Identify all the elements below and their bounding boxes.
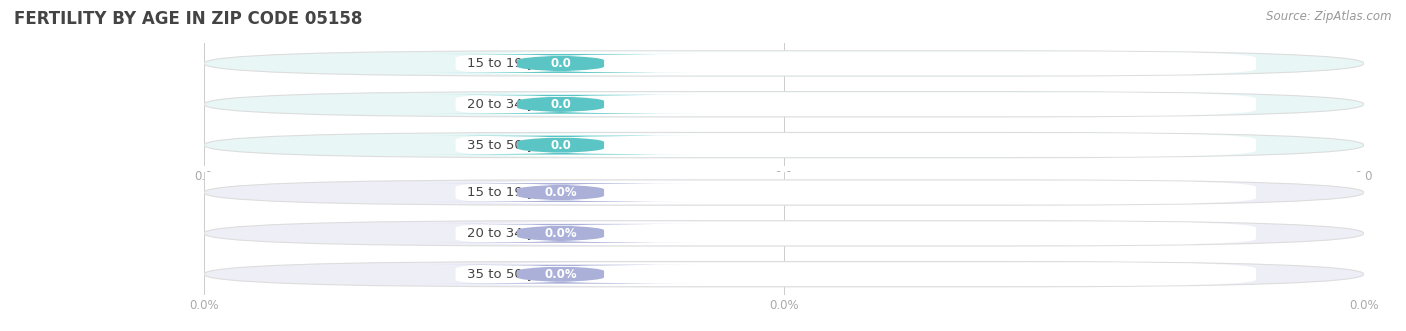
FancyBboxPatch shape <box>420 136 700 155</box>
FancyBboxPatch shape <box>204 180 1364 205</box>
Text: 20 to 34 years: 20 to 34 years <box>467 98 564 111</box>
Text: 35 to 50 years: 35 to 50 years <box>467 139 564 152</box>
FancyBboxPatch shape <box>456 92 1256 116</box>
FancyBboxPatch shape <box>420 183 700 202</box>
Text: 0.0%: 0.0% <box>544 186 576 199</box>
Text: FERTILITY BY AGE IN ZIP CODE 05158: FERTILITY BY AGE IN ZIP CODE 05158 <box>14 10 363 28</box>
Text: 0.0%: 0.0% <box>544 268 576 281</box>
FancyBboxPatch shape <box>420 95 700 114</box>
FancyBboxPatch shape <box>456 221 1256 245</box>
FancyBboxPatch shape <box>420 265 700 284</box>
FancyBboxPatch shape <box>204 132 1364 158</box>
Text: 15 to 19 years: 15 to 19 years <box>467 186 564 199</box>
Text: 0.0%: 0.0% <box>544 227 576 240</box>
Text: Source: ZipAtlas.com: Source: ZipAtlas.com <box>1267 10 1392 23</box>
FancyBboxPatch shape <box>204 92 1364 117</box>
Text: 0.0: 0.0 <box>550 139 571 152</box>
Text: 0.0: 0.0 <box>550 57 571 70</box>
FancyBboxPatch shape <box>456 133 1256 157</box>
Text: 35 to 50 years: 35 to 50 years <box>467 268 564 281</box>
FancyBboxPatch shape <box>456 181 1256 204</box>
Text: 20 to 34 years: 20 to 34 years <box>467 227 564 240</box>
Text: 0.0: 0.0 <box>550 98 571 111</box>
Text: 15 to 19 years: 15 to 19 years <box>467 57 564 70</box>
FancyBboxPatch shape <box>420 224 700 243</box>
FancyBboxPatch shape <box>204 261 1364 287</box>
FancyBboxPatch shape <box>456 262 1256 286</box>
FancyBboxPatch shape <box>204 221 1364 246</box>
FancyBboxPatch shape <box>204 51 1364 76</box>
FancyBboxPatch shape <box>420 54 700 73</box>
FancyBboxPatch shape <box>456 52 1256 75</box>
